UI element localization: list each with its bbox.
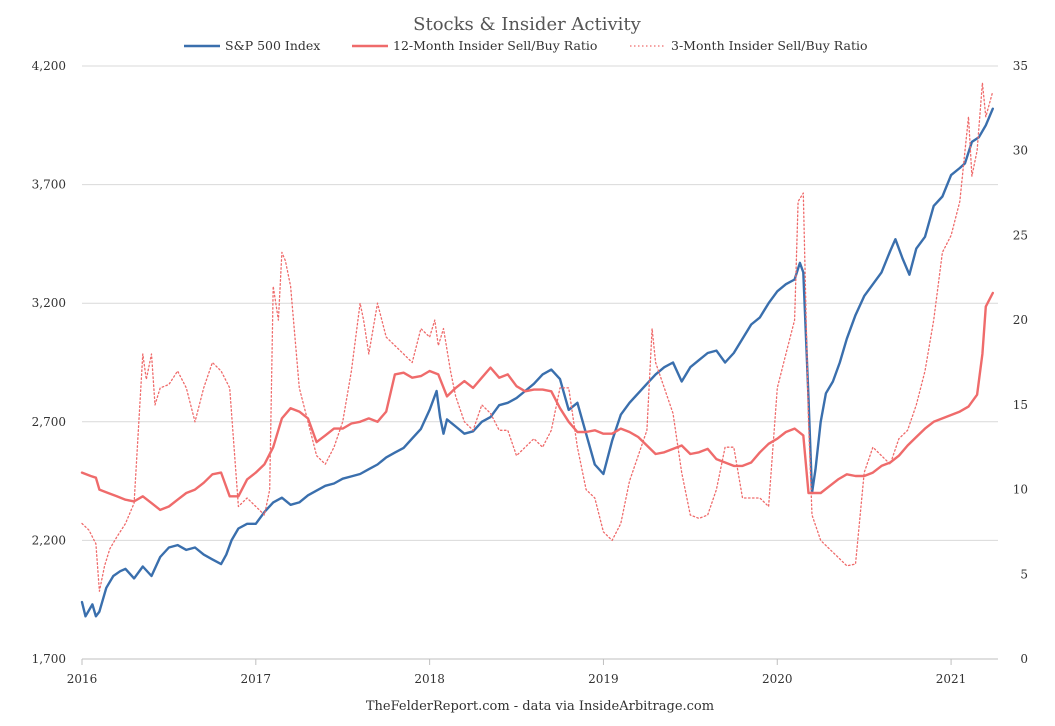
x-tick-label: 2020 [762, 672, 793, 686]
y-right-tick-label: 10 [1013, 483, 1028, 497]
y-right-tick-label: 20 [1013, 313, 1028, 327]
x-tick-label: 2019 [588, 672, 619, 686]
y-left-tick-label: 2,700 [32, 415, 66, 429]
x-tick-label: 2016 [67, 672, 98, 686]
y-right-tick-label: 30 [1013, 144, 1028, 158]
series-layer [80, 82, 994, 618]
legend: S&P 500 Index 12-Month Insider Sell/Buy R… [184, 38, 867, 53]
y-right-tick-label: 0 [1020, 652, 1028, 666]
y-left-tick-label: 1,700 [32, 652, 66, 666]
y-left-tick-label: 3,700 [32, 178, 66, 192]
y-right-tick-label: 25 [1013, 228, 1028, 242]
gridlines [82, 65, 998, 660]
legend-label: 3-Month Insider Sell/Buy Ratio [671, 38, 867, 53]
x-tick-label: 2021 [936, 672, 967, 686]
x-tick-label: 2017 [241, 672, 272, 686]
y-left-tick-label: 4,200 [32, 59, 66, 73]
legend-label: S&P 500 Index [225, 38, 320, 53]
sp500-line [80, 107, 994, 618]
legend-label: 12-Month Insider Sell/Buy Ratio [393, 38, 597, 53]
axes: 1,700 2,200 2,700 3,200 3,700 4,200 0 5 10 15 20 25… [32, 59, 1028, 686]
insider-3m-line [81, 82, 994, 592]
y-left-tick-label: 2,200 [32, 533, 66, 547]
y-right-tick-label: 5 [1020, 567, 1028, 581]
chart-title: Stocks & Insider Activity [413, 14, 642, 35]
y-right-tick-label: 35 [1013, 59, 1028, 73]
x-tick-label: 2018 [414, 672, 445, 686]
y-left-tick-label: 3,200 [32, 296, 66, 310]
y-right-tick-label: 15 [1013, 398, 1028, 412]
insider-12m-line [80, 291, 994, 512]
source-note: TheFelderReport.com - data via InsideArb… [366, 699, 714, 714]
